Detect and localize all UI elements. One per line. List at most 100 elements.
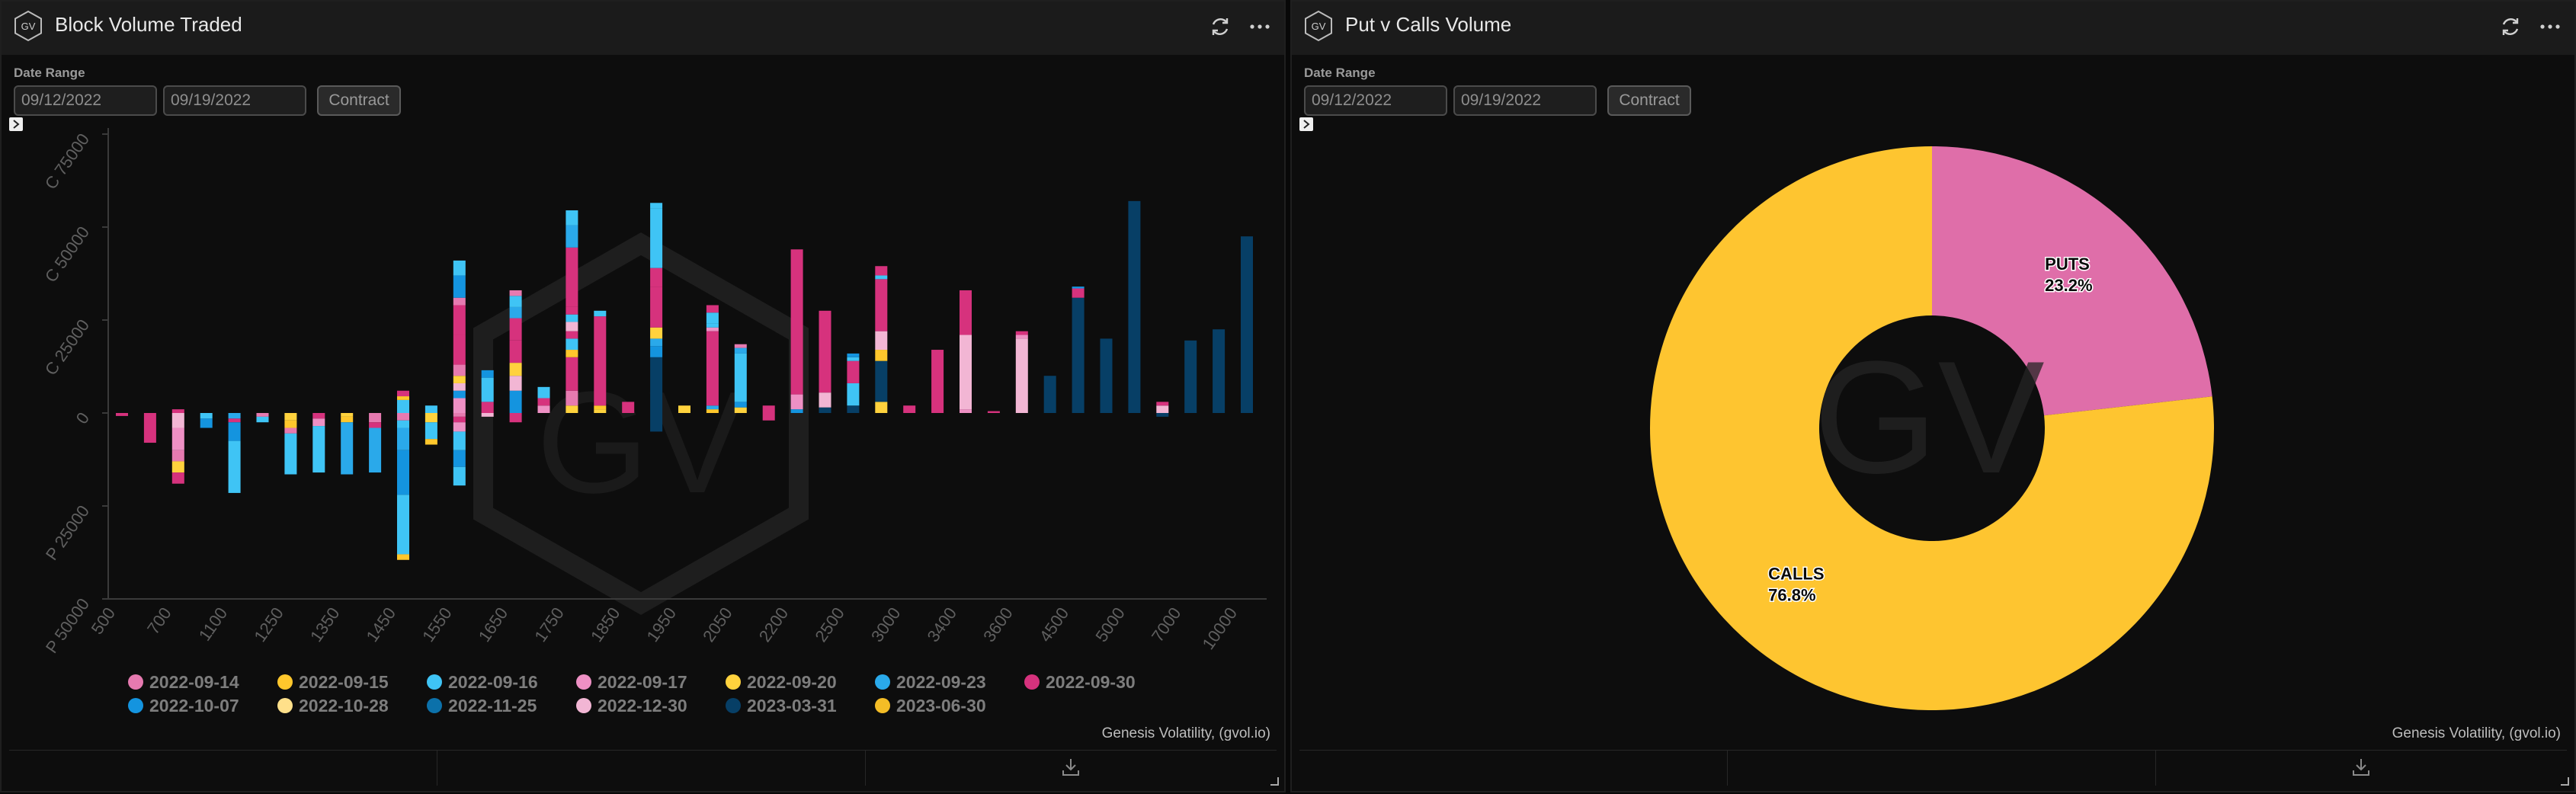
bar-segment[interactable] — [312, 418, 325, 427]
bar-segment[interactable] — [1015, 331, 1028, 335]
bar-segment[interactable] — [397, 420, 409, 428]
bar-segment[interactable] — [706, 409, 719, 413]
resize-handle-icon[interactable] — [1269, 776, 1280, 786]
bar-segment[interactable] — [509, 376, 522, 391]
bar-segment[interactable] — [228, 413, 241, 419]
bar-segment[interactable] — [453, 364, 466, 376]
bar-segment[interactable] — [397, 450, 409, 495]
bar-segment[interactable] — [650, 208, 663, 268]
bar-segment[interactable] — [537, 405, 550, 413]
bar-segment[interactable] — [706, 323, 719, 328]
bar-segment[interactable] — [1156, 405, 1169, 413]
bar-segment[interactable] — [171, 427, 184, 450]
refresh-icon[interactable] — [1206, 13, 1234, 40]
bar-segment[interactable] — [987, 411, 1000, 413]
bar-segment[interactable] — [706, 305, 719, 313]
bar-segment[interactable] — [453, 422, 466, 432]
bar-segment[interactable] — [537, 386, 550, 399]
bar-segment[interactable] — [453, 413, 466, 417]
bar-segment[interactable] — [566, 247, 578, 307]
legend-item[interactable]: 2022-12-30 — [576, 696, 687, 716]
bar-segment[interactable] — [566, 338, 578, 351]
bar-segment[interactable] — [790, 249, 803, 395]
bar-segment[interactable] — [566, 210, 578, 226]
legend-item[interactable]: 2022-09-16 — [427, 672, 538, 692]
bar-segment[interactable] — [678, 405, 690, 413]
bar-segment[interactable] — [509, 340, 522, 363]
bar-segment[interactable] — [116, 413, 128, 416]
bar-segment[interactable] — [1015, 338, 1028, 413]
bar-segment[interactable] — [509, 296, 522, 307]
bar-segment[interactable] — [1241, 236, 1253, 413]
bar-segment[interactable] — [650, 287, 663, 328]
bar-segment[interactable] — [425, 439, 437, 445]
bar-segment[interactable] — [453, 275, 466, 298]
bar-segment[interactable] — [453, 297, 466, 306]
bar-segment[interactable] — [453, 431, 466, 450]
bar-segment[interactable] — [171, 472, 184, 484]
bar-segment[interactable] — [369, 413, 382, 423]
bar-segment[interactable] — [256, 416, 269, 423]
bar-segment[interactable] — [481, 377, 494, 402]
bar-segment[interactable] — [453, 335, 466, 365]
bar-segment[interactable] — [875, 350, 888, 361]
bar-segment[interactable] — [453, 398, 466, 413]
bar-segment[interactable] — [509, 413, 522, 423]
bar-segment[interactable] — [790, 409, 803, 413]
bar-segment[interactable] — [566, 306, 578, 315]
legend-item[interactable]: 2022-09-23 — [875, 672, 986, 692]
bar-segment[interactable] — [509, 306, 522, 319]
bar-segment[interactable] — [341, 416, 354, 423]
bar-segment[interactable] — [875, 360, 888, 402]
start-date-input[interactable] — [1304, 85, 1447, 116]
bar-segment[interactable] — [453, 383, 466, 391]
bar-segment[interactable] — [594, 316, 607, 406]
bar-segment[interactable] — [1072, 288, 1085, 298]
bar-segment[interactable] — [650, 346, 663, 357]
contract-button[interactable]: Contract — [1607, 85, 1691, 116]
bar-segment[interactable] — [143, 413, 156, 443]
expand-icon[interactable] — [9, 117, 23, 131]
bar-segment[interactable] — [650, 413, 663, 432]
donut-slice-puts[interactable] — [1932, 146, 2212, 416]
bar-segment[interactable] — [566, 357, 578, 391]
bar-segment[interactable] — [453, 416, 466, 423]
legend-item[interactable]: 2023-06-30 — [875, 696, 986, 716]
bar-segment[interactable] — [566, 390, 578, 406]
bar-segment[interactable] — [341, 413, 354, 417]
bar-segment[interactable] — [875, 402, 888, 413]
bar-segment[interactable] — [875, 275, 888, 280]
bar-segment[interactable] — [875, 266, 888, 276]
bar-segment[interactable] — [734, 407, 747, 413]
bar-segment[interactable] — [509, 318, 522, 341]
contract-button[interactable]: Contract — [317, 85, 401, 116]
bar-segment[interactable] — [171, 450, 184, 462]
bar-segment[interactable] — [566, 331, 578, 339]
legend-item[interactable]: 2022-09-15 — [277, 672, 389, 692]
bar-segment[interactable] — [228, 422, 241, 441]
bar-segment[interactable] — [875, 331, 888, 351]
bar-segment[interactable] — [453, 450, 466, 467]
bar-segment[interactable] — [228, 418, 241, 423]
bar-segment[interactable] — [650, 267, 663, 287]
bar-segment[interactable] — [594, 405, 607, 410]
bar-segment[interactable] — [1213, 329, 1226, 413]
bar-segment[interactable] — [453, 390, 466, 399]
bar-segment[interactable] — [762, 405, 775, 413]
bar-segment[interactable] — [312, 413, 325, 419]
bar-segment[interactable] — [847, 383, 860, 406]
bar-segment[interactable] — [509, 290, 522, 296]
bar-segment[interactable] — [1156, 413, 1169, 417]
expand-icon[interactable] — [1299, 117, 1313, 131]
bar-segment[interactable] — [453, 260, 466, 276]
bar-segment[interactable] — [1156, 402, 1169, 406]
bar-segment[interactable] — [453, 466, 466, 486]
bar-segment[interactable] — [734, 353, 747, 402]
bar-segment[interactable] — [228, 440, 241, 493]
bar-segment[interactable] — [397, 390, 409, 397]
bar-segment[interactable] — [931, 350, 944, 413]
bar-segment[interactable] — [622, 402, 635, 413]
bar-segment[interactable] — [1128, 200, 1141, 413]
bar-segment[interactable] — [903, 405, 916, 413]
bar-segment[interactable] — [397, 399, 409, 413]
